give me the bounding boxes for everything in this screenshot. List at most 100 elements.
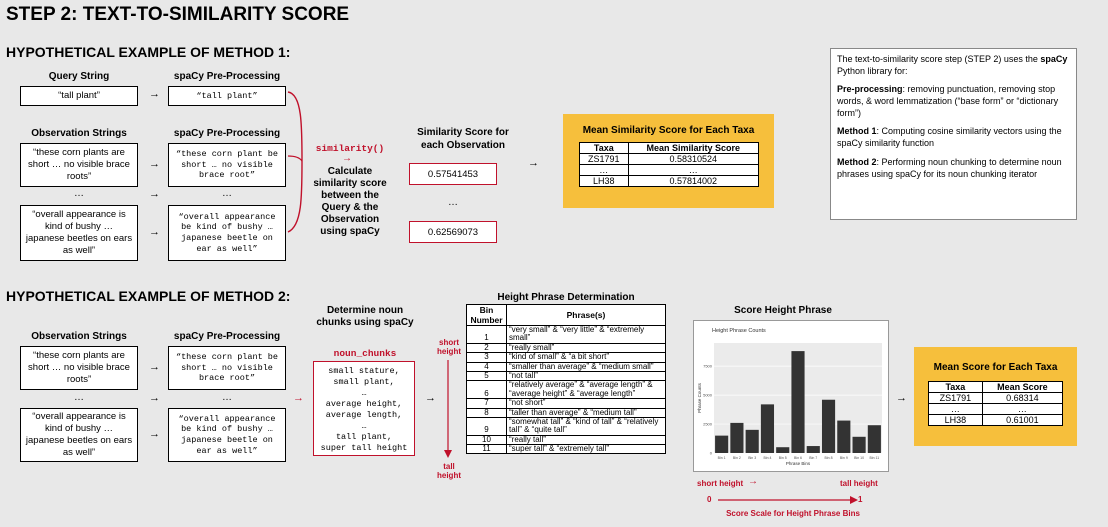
proc2-box: “overall appearance be kind of bushy … j…: [168, 205, 286, 261]
table-cell: ZS1791: [578, 153, 630, 165]
table-cell: ZS1791: [928, 392, 983, 404]
chart-y-tick: 7500: [703, 364, 713, 369]
similarity-func: similarity(): [315, 143, 385, 154]
chunk-item: tall plant,: [335, 432, 393, 443]
phrase-cell: “not tall”: [506, 370, 666, 382]
chart-x-tick: Bin 1: [718, 456, 726, 460]
arrow-icon: →: [896, 392, 907, 404]
arrow-icon: →: [528, 157, 539, 169]
table-row: ……: [578, 164, 759, 176]
scale-arrow: [718, 496, 858, 504]
arrow-icon: →: [425, 392, 436, 404]
arrow-icon: →: [149, 188, 160, 200]
chart-y-label: Phrase Counts: [697, 382, 702, 413]
explanation-note: The text-to-similarity score step (STEP …: [830, 48, 1077, 220]
chart-x-tick: Bin 6: [794, 456, 802, 460]
table-cell: 0.57814002: [628, 175, 759, 187]
chart-y-tick: 2500: [703, 422, 713, 427]
chart-x-tick: Bin 9: [840, 456, 848, 460]
m2-proc2-box: “overall appearance be kind of bushy … j…: [168, 408, 286, 462]
chunk-item: super tall height: [320, 443, 408, 454]
note-text: : Computing cosine similarity vectors us…: [837, 126, 1062, 149]
note-text: Python library for:: [837, 65, 908, 76]
chart-bar: [715, 435, 729, 453]
chart-bar: [837, 420, 851, 453]
arrow-icon: →: [293, 392, 304, 404]
score1-box: 0.57541453: [409, 163, 497, 185]
noun-chunks-func: noun_chunks: [333, 348, 397, 359]
chart-title: Height Phrase Counts: [712, 328, 766, 334]
table-row: LH38 0.57814002: [578, 175, 759, 187]
mean-score-panel: Mean Score for Each Taxa Taxa Mean Score …: [914, 347, 1077, 446]
table-cell: 0.61001: [981, 414, 1064, 426]
note-text: : removing punctuation, removing stop wo…: [837, 84, 1059, 118]
chart-x-tick: Bin 7: [809, 456, 817, 460]
score2-box: 0.62569073: [409, 221, 497, 243]
chart-bar: [791, 351, 805, 453]
chart-bar: [806, 446, 820, 453]
bin-number-cell: 9: [466, 416, 507, 436]
arrow-icon: →: [149, 428, 160, 440]
table-row: LH38 0.61001: [928, 414, 1064, 426]
chart-bar: [852, 436, 866, 453]
table-cell: LH38: [928, 414, 983, 426]
table-header: Taxa: [578, 142, 630, 154]
score-label: Similarity Score for each Observation: [417, 127, 509, 151]
height-arrow: [444, 360, 452, 458]
short-height-label: short height: [437, 338, 461, 357]
bracket-connector: [287, 91, 303, 233]
chart-x-tick: Bin 3: [748, 456, 756, 460]
table-header: Bin Number: [466, 304, 507, 326]
chart-x-tick: Bin 4: [763, 456, 771, 460]
query-string-box: “tall plant”: [20, 86, 138, 106]
arrow-icon: →: [149, 226, 160, 238]
phrase-cell: “very small” & “very little” & “extremel…: [506, 325, 666, 344]
chunk-item: small stature,: [328, 366, 400, 376]
bin-number-cell: 8: [466, 407, 507, 418]
phrase-cell: “taller than average” & “medium tall”: [506, 407, 666, 418]
chunk-item: …: [361, 421, 367, 432]
chunk-item: average height,: [325, 399, 403, 410]
chart-x-label: Phrase Bins: [786, 461, 811, 466]
chunk-item: average length,: [325, 410, 403, 421]
mean-similarity-table: Taxa Mean Similarity Score ZS1791 0.583105…: [578, 142, 759, 187]
bin-number-cell: 11: [466, 444, 507, 455]
table-row: 5 “not tall”: [466, 370, 666, 382]
chart-bar: [745, 429, 759, 453]
table-cell: …: [981, 403, 1064, 415]
scale-short-label: short height: [697, 479, 744, 488]
arrow-icon: →: [149, 158, 160, 170]
table-header: Phrase(s): [506, 304, 666, 326]
height-phrase-chart: Height Phrase Counts 0 2500 5000 7500 Bin 1 Bi…: [697, 328, 882, 466]
scale-one: 1: [858, 495, 863, 504]
table-row: 4 “smaller than average” & “medium small”: [466, 361, 666, 372]
bin-number-cell: 3: [466, 352, 507, 363]
chart-x-tick: Bin 2: [733, 456, 741, 460]
m2-obs1-box: “these corn plants are short … no visibl…: [20, 346, 138, 390]
proc1-box: “these corn plant be short … no visible …: [168, 143, 286, 187]
chart-x-tick: Bin 8: [825, 456, 833, 460]
page-title: STEP 2: TEXT-TO-SIMILARITY SCORE: [6, 4, 350, 25]
chart-bar: [760, 404, 775, 453]
table-cell: …: [928, 403, 983, 415]
arrow-icon: →: [149, 88, 160, 100]
query-label: Query String: [48, 71, 110, 82]
score-height-title: Score Height Phrase: [734, 305, 832, 316]
note-text: : Performing noun chunking to determine …: [837, 156, 1062, 179]
phrase-cell: “smaller than average” & “medium small”: [506, 361, 666, 372]
noun-chunks-box: small stature, small plant, … average he…: [313, 361, 415, 456]
tall-height-label: tall height: [437, 462, 461, 481]
table-cell: …: [628, 164, 759, 176]
table-row: 6 “relatively average” & “average length”…: [466, 380, 666, 400]
ellipsis: …: [222, 188, 232, 199]
preproc-label: spaCy Pre-Processing: [173, 71, 281, 82]
arrow-icon: →: [149, 392, 160, 404]
hpd-table: Bin Number Phrase(s) 1 “very small” & “ver…: [466, 304, 666, 455]
obs-label: Observation Strings: [31, 331, 127, 342]
table-row: ZS1791 0.68314: [928, 392, 1064, 404]
scale-tall-label: tall height: [840, 479, 878, 488]
arrow-icon: →: [748, 476, 758, 487]
table-cell: LH38: [578, 175, 630, 187]
table-cell: 0.68314: [981, 392, 1064, 404]
table-row: 3 “kind of small” & “a bit short”: [466, 352, 666, 363]
